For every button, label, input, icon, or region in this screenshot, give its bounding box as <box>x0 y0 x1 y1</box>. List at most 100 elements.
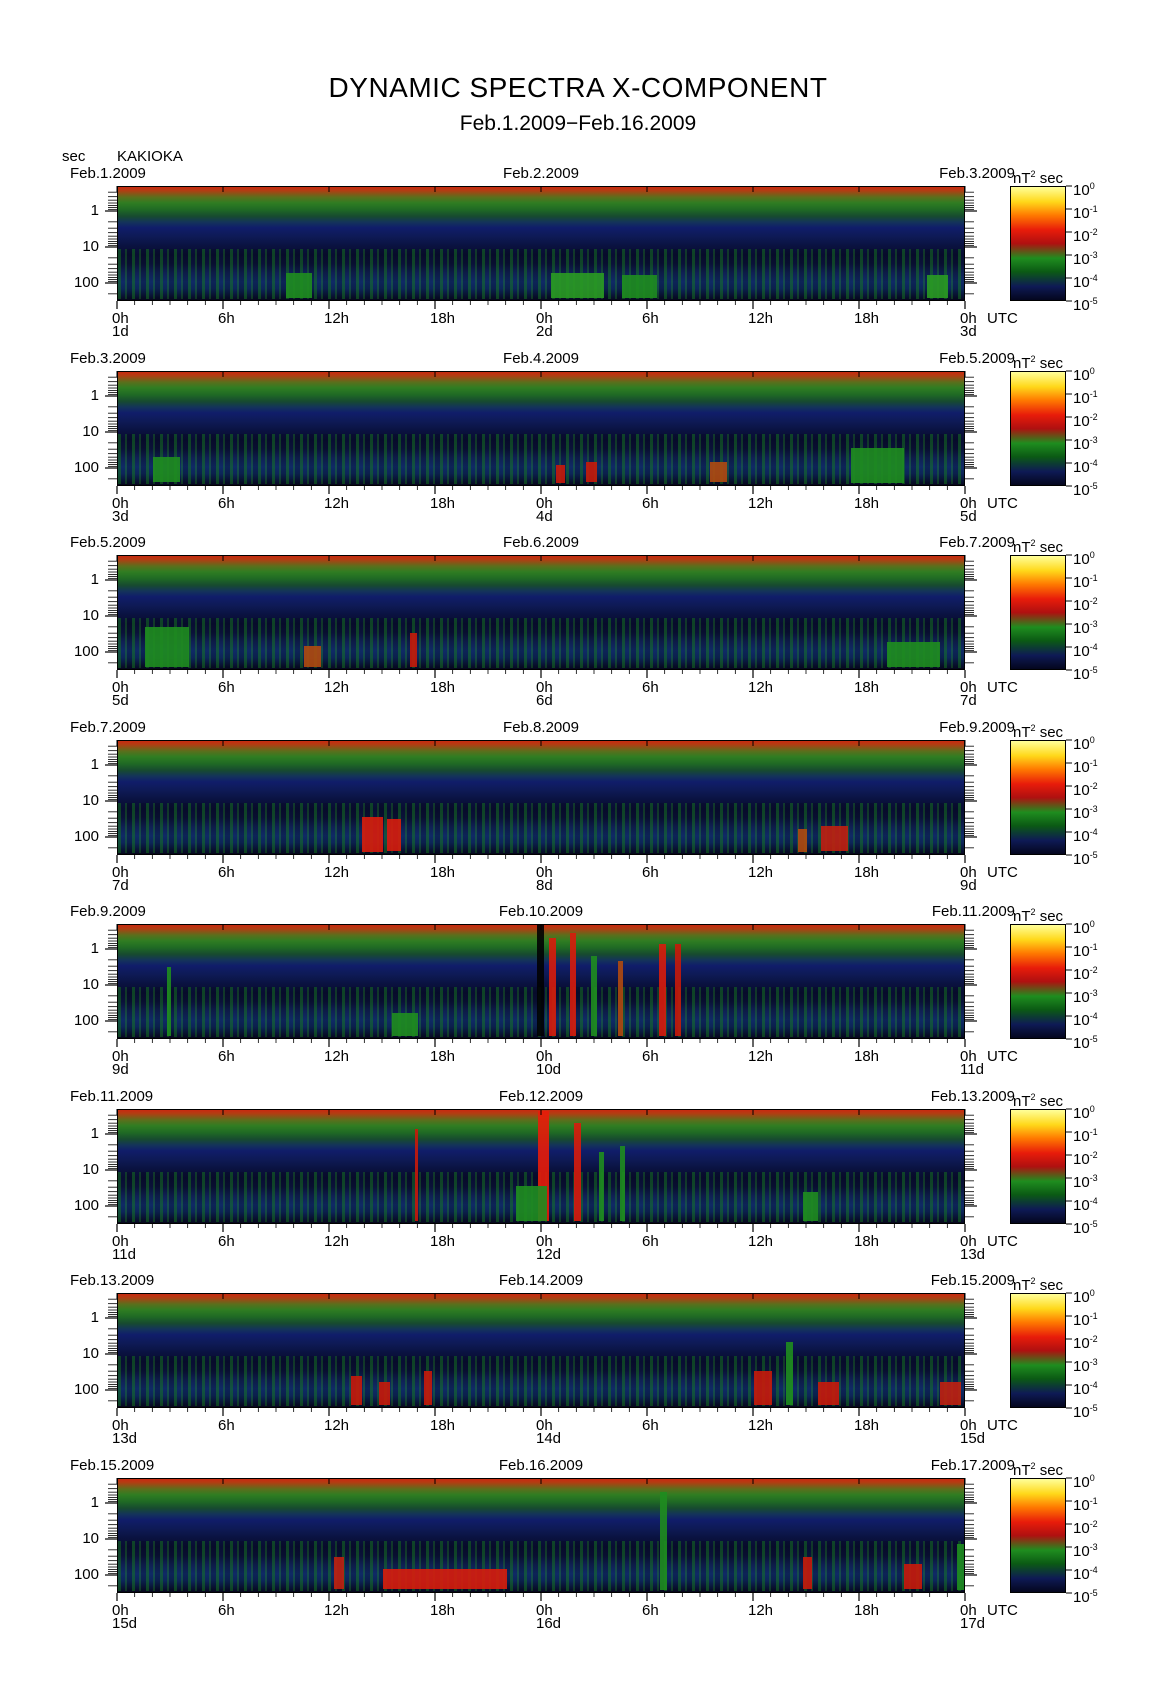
x-tick-label: 6h <box>642 1601 659 1619</box>
axes-overlay <box>105 554 1072 678</box>
axes-overlay <box>105 1477 1072 1601</box>
panel-mid-date: Feb.8.2009 <box>503 718 579 736</box>
x-tick-label: 18h <box>430 679 456 696</box>
day-label: 13d <box>960 1245 986 1263</box>
panel-right-date: Feb.7.2009 <box>939 534 1015 551</box>
spectra-panel: Feb.9.2009 Feb.10.2009 Feb.11.2009 nT2 sec 1… <box>0 904 1156 1088</box>
day-label: 9d <box>960 876 977 894</box>
panel-right-date: Feb.11.2009 <box>931 903 1015 920</box>
x-tick-label: 18h <box>854 494 880 512</box>
day-label: 7d <box>112 876 129 894</box>
y-tick-label: 10 <box>82 1160 99 1178</box>
panel-left-date: Feb.13.2009 <box>70 1272 155 1289</box>
colorbar-tick-label: 10-5 <box>1073 296 1098 314</box>
colorbar-tick-label: 10-1 <box>1073 757 1098 776</box>
spectral-burst <box>754 1370 772 1405</box>
x-axis-unit: UTC <box>987 310 1018 327</box>
day-label: 16d <box>536 1614 562 1632</box>
panel-right-date: Feb.13.2009 <box>930 1087 1015 1105</box>
x-tick-label: 0h <box>536 863 553 881</box>
colorbar <box>1010 370 1066 486</box>
x-tick-label: 6h <box>218 1417 235 1434</box>
x-tick-label: 18h <box>854 1601 880 1619</box>
spectral-burst <box>939 1382 961 1405</box>
quiet-band <box>118 249 964 299</box>
x-tick-label: 12h <box>748 310 774 327</box>
panel-right-date: Feb.5.2009 <box>939 349 1015 367</box>
spectral-burst <box>658 944 666 1036</box>
day-label: 7d <box>960 692 977 709</box>
x-tick-label: 18h <box>430 1601 456 1619</box>
x-tick-label: 12h <box>324 1232 350 1250</box>
x-tick-label: 12h <box>748 1048 774 1065</box>
spectral-burst <box>383 1568 507 1590</box>
x-tick-label: 0h <box>960 863 977 881</box>
x-tick-label: 6h <box>218 863 235 881</box>
x-axis-unit: UTC <box>987 679 1018 696</box>
spectrogram <box>117 370 965 486</box>
x-axis-unit: UTC <box>987 1232 1018 1250</box>
spectral-burst <box>536 925 544 1036</box>
spectral-burst <box>785 1341 793 1405</box>
colorbar-tick-label: 10-5 <box>1073 1218 1098 1237</box>
day-label: 4d <box>536 507 553 525</box>
day-label: 14d <box>536 1430 562 1447</box>
colorbar-tick-label: 10-4 <box>1073 457 1098 476</box>
x-tick-label: 12h <box>748 679 774 696</box>
colorbar-tick-label: 10-5 <box>1073 665 1098 683</box>
y-tick-label: 10 <box>82 791 99 809</box>
colorbar-tick-label: 10-3 <box>1073 1541 1098 1560</box>
y-tick-label: 100 <box>73 1196 99 1214</box>
y-tick-label: 100 <box>73 1012 99 1029</box>
panel-left-date: Feb.11.2009 <box>70 1087 154 1105</box>
x-tick-label: 18h <box>430 310 456 327</box>
spectral-burst <box>409 632 417 667</box>
x-tick-label: 18h <box>430 863 456 881</box>
x-tick-label: 18h <box>430 1048 456 1065</box>
spectral-burst <box>386 819 401 852</box>
day-label: 15d <box>960 1430 986 1447</box>
panel-left-date: Feb.9.2009 <box>70 903 146 920</box>
spectral-burst <box>538 1111 550 1221</box>
day-label: 13d <box>112 1430 138 1447</box>
spectra-panel: Feb.13.2009 Feb.14.2009 Feb.15.2009 nT2 sec… <box>0 1273 1156 1457</box>
spectral-burst <box>153 457 180 483</box>
panel-right-date: Feb.9.2009 <box>939 718 1015 736</box>
x-tick-label: 0h <box>112 494 129 512</box>
x-tick-label: 12h <box>748 1232 774 1250</box>
day-label: 3d <box>112 507 129 525</box>
x-tick-label: 18h <box>854 863 880 881</box>
spectral-burst <box>379 1382 391 1405</box>
x-tick-label: 0h <box>112 1601 129 1619</box>
x-tick-label: 18h <box>430 1232 456 1250</box>
x-tick-label: 6h <box>218 494 235 512</box>
colorbar-tick-label: 10-1 <box>1073 204 1098 222</box>
spectral-burst <box>803 1191 818 1221</box>
panel-right-date: Feb.15.2009 <box>930 1272 1015 1289</box>
colorbar-tick-label: 100 <box>1073 1472 1095 1491</box>
axes-overlay <box>105 185 1072 309</box>
colorbar-tick-label: 10-4 <box>1073 1380 1098 1398</box>
colorbar <box>1010 1293 1066 1408</box>
y-tick-label: 1 <box>90 755 99 773</box>
x-tick-label: 0h <box>536 494 553 512</box>
axes-overlay <box>105 923 1072 1047</box>
x-tick-label: 12h <box>324 1417 350 1434</box>
colorbar-tick-label: 10-5 <box>1073 1587 1098 1606</box>
x-tick-label: 12h <box>324 1601 350 1619</box>
y-tick-label: 100 <box>73 274 99 291</box>
panel-mid-date: Feb.6.2009 <box>503 534 579 551</box>
day-label: 3d <box>960 323 977 340</box>
spectral-burst <box>423 1370 433 1405</box>
x-tick-label: 6h <box>642 679 659 696</box>
colorbar-tick-label: 10-2 <box>1073 596 1098 614</box>
colorbar-tick-label: 10-5 <box>1073 1403 1098 1421</box>
panel-mid-date: Feb.10.2009 <box>498 903 584 920</box>
colorbar-unit: nT2 sec <box>1013 169 1064 187</box>
colorbar-tick-label: 100 <box>1073 550 1095 568</box>
x-tick-label: 0h <box>536 310 553 327</box>
x-tick-label: 0h <box>536 1417 553 1434</box>
x-tick-label: 12h <box>748 1601 774 1619</box>
spectral-burst <box>550 272 604 298</box>
